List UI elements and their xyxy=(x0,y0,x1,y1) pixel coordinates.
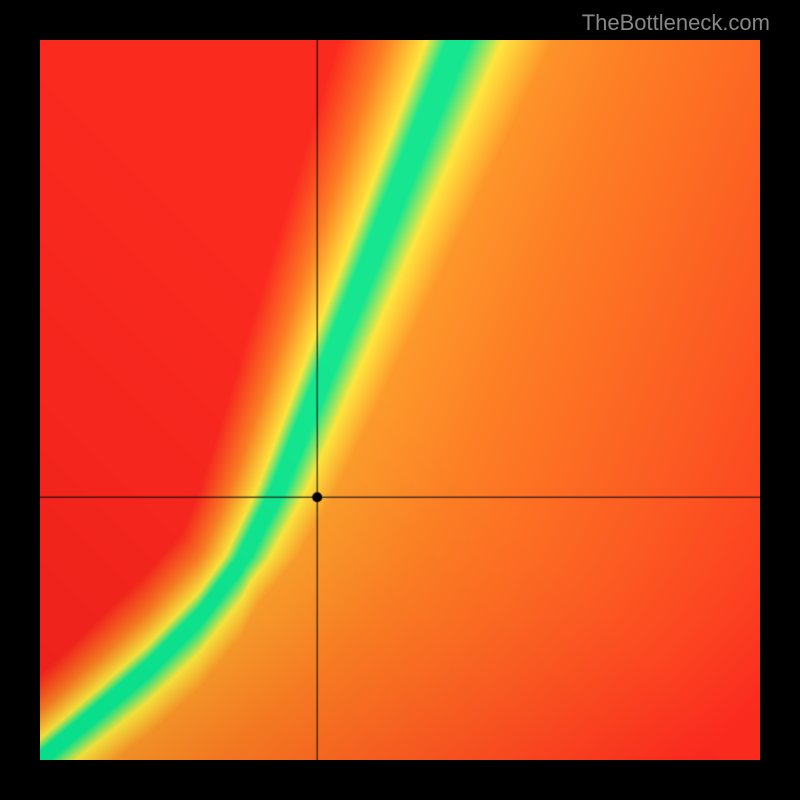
heatmap-canvas xyxy=(40,40,760,760)
watermark-text: TheBottleneck.com xyxy=(582,10,770,36)
heatmap-chart xyxy=(40,40,760,760)
